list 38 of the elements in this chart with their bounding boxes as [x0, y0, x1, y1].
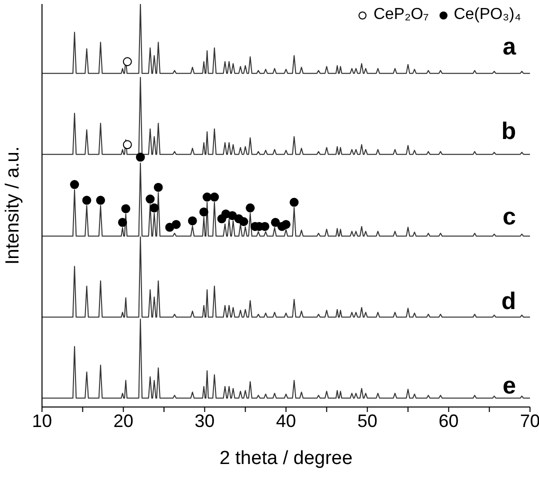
point	[122, 57, 132, 66]
point	[172, 220, 181, 229]
point	[121, 204, 130, 214]
point	[150, 203, 159, 212]
series-label: b	[501, 118, 516, 146]
x-tick-label: 40	[276, 410, 296, 431]
point	[82, 196, 92, 205]
point	[270, 218, 280, 227]
x-tick-label: 10	[32, 410, 52, 431]
point	[154, 182, 163, 192]
point	[122, 140, 132, 150]
point	[239, 217, 248, 226]
point	[282, 220, 290, 229]
x-tick-label: 20	[113, 410, 134, 431]
series-label: c	[502, 203, 516, 230]
legend-label: CeP₂O₇	[373, 6, 429, 24]
series-label: d	[501, 288, 516, 316]
point	[118, 218, 128, 227]
series-label: a	[502, 33, 517, 60]
series-label: e	[502, 372, 516, 400]
point	[70, 180, 80, 190]
point	[146, 194, 155, 204]
x-tick-label: 60	[438, 410, 459, 431]
x-tick-label: 30	[194, 410, 215, 431]
point	[210, 192, 219, 202]
point	[228, 211, 237, 220]
x-tick-label: 70	[520, 410, 539, 431]
point	[136, 152, 145, 162]
point	[199, 207, 208, 216]
x-tick-label: 50	[357, 410, 378, 431]
point	[290, 198, 299, 207]
y-axis-title: Intensity / a.u.	[2, 146, 24, 265]
point	[188, 216, 197, 226]
x-axis-title: 2 theta / degree	[219, 448, 353, 469]
point	[96, 196, 106, 205]
legend-label: Ce(PO₃)₄	[454, 6, 521, 24]
point	[246, 203, 255, 212]
point	[202, 192, 212, 202]
